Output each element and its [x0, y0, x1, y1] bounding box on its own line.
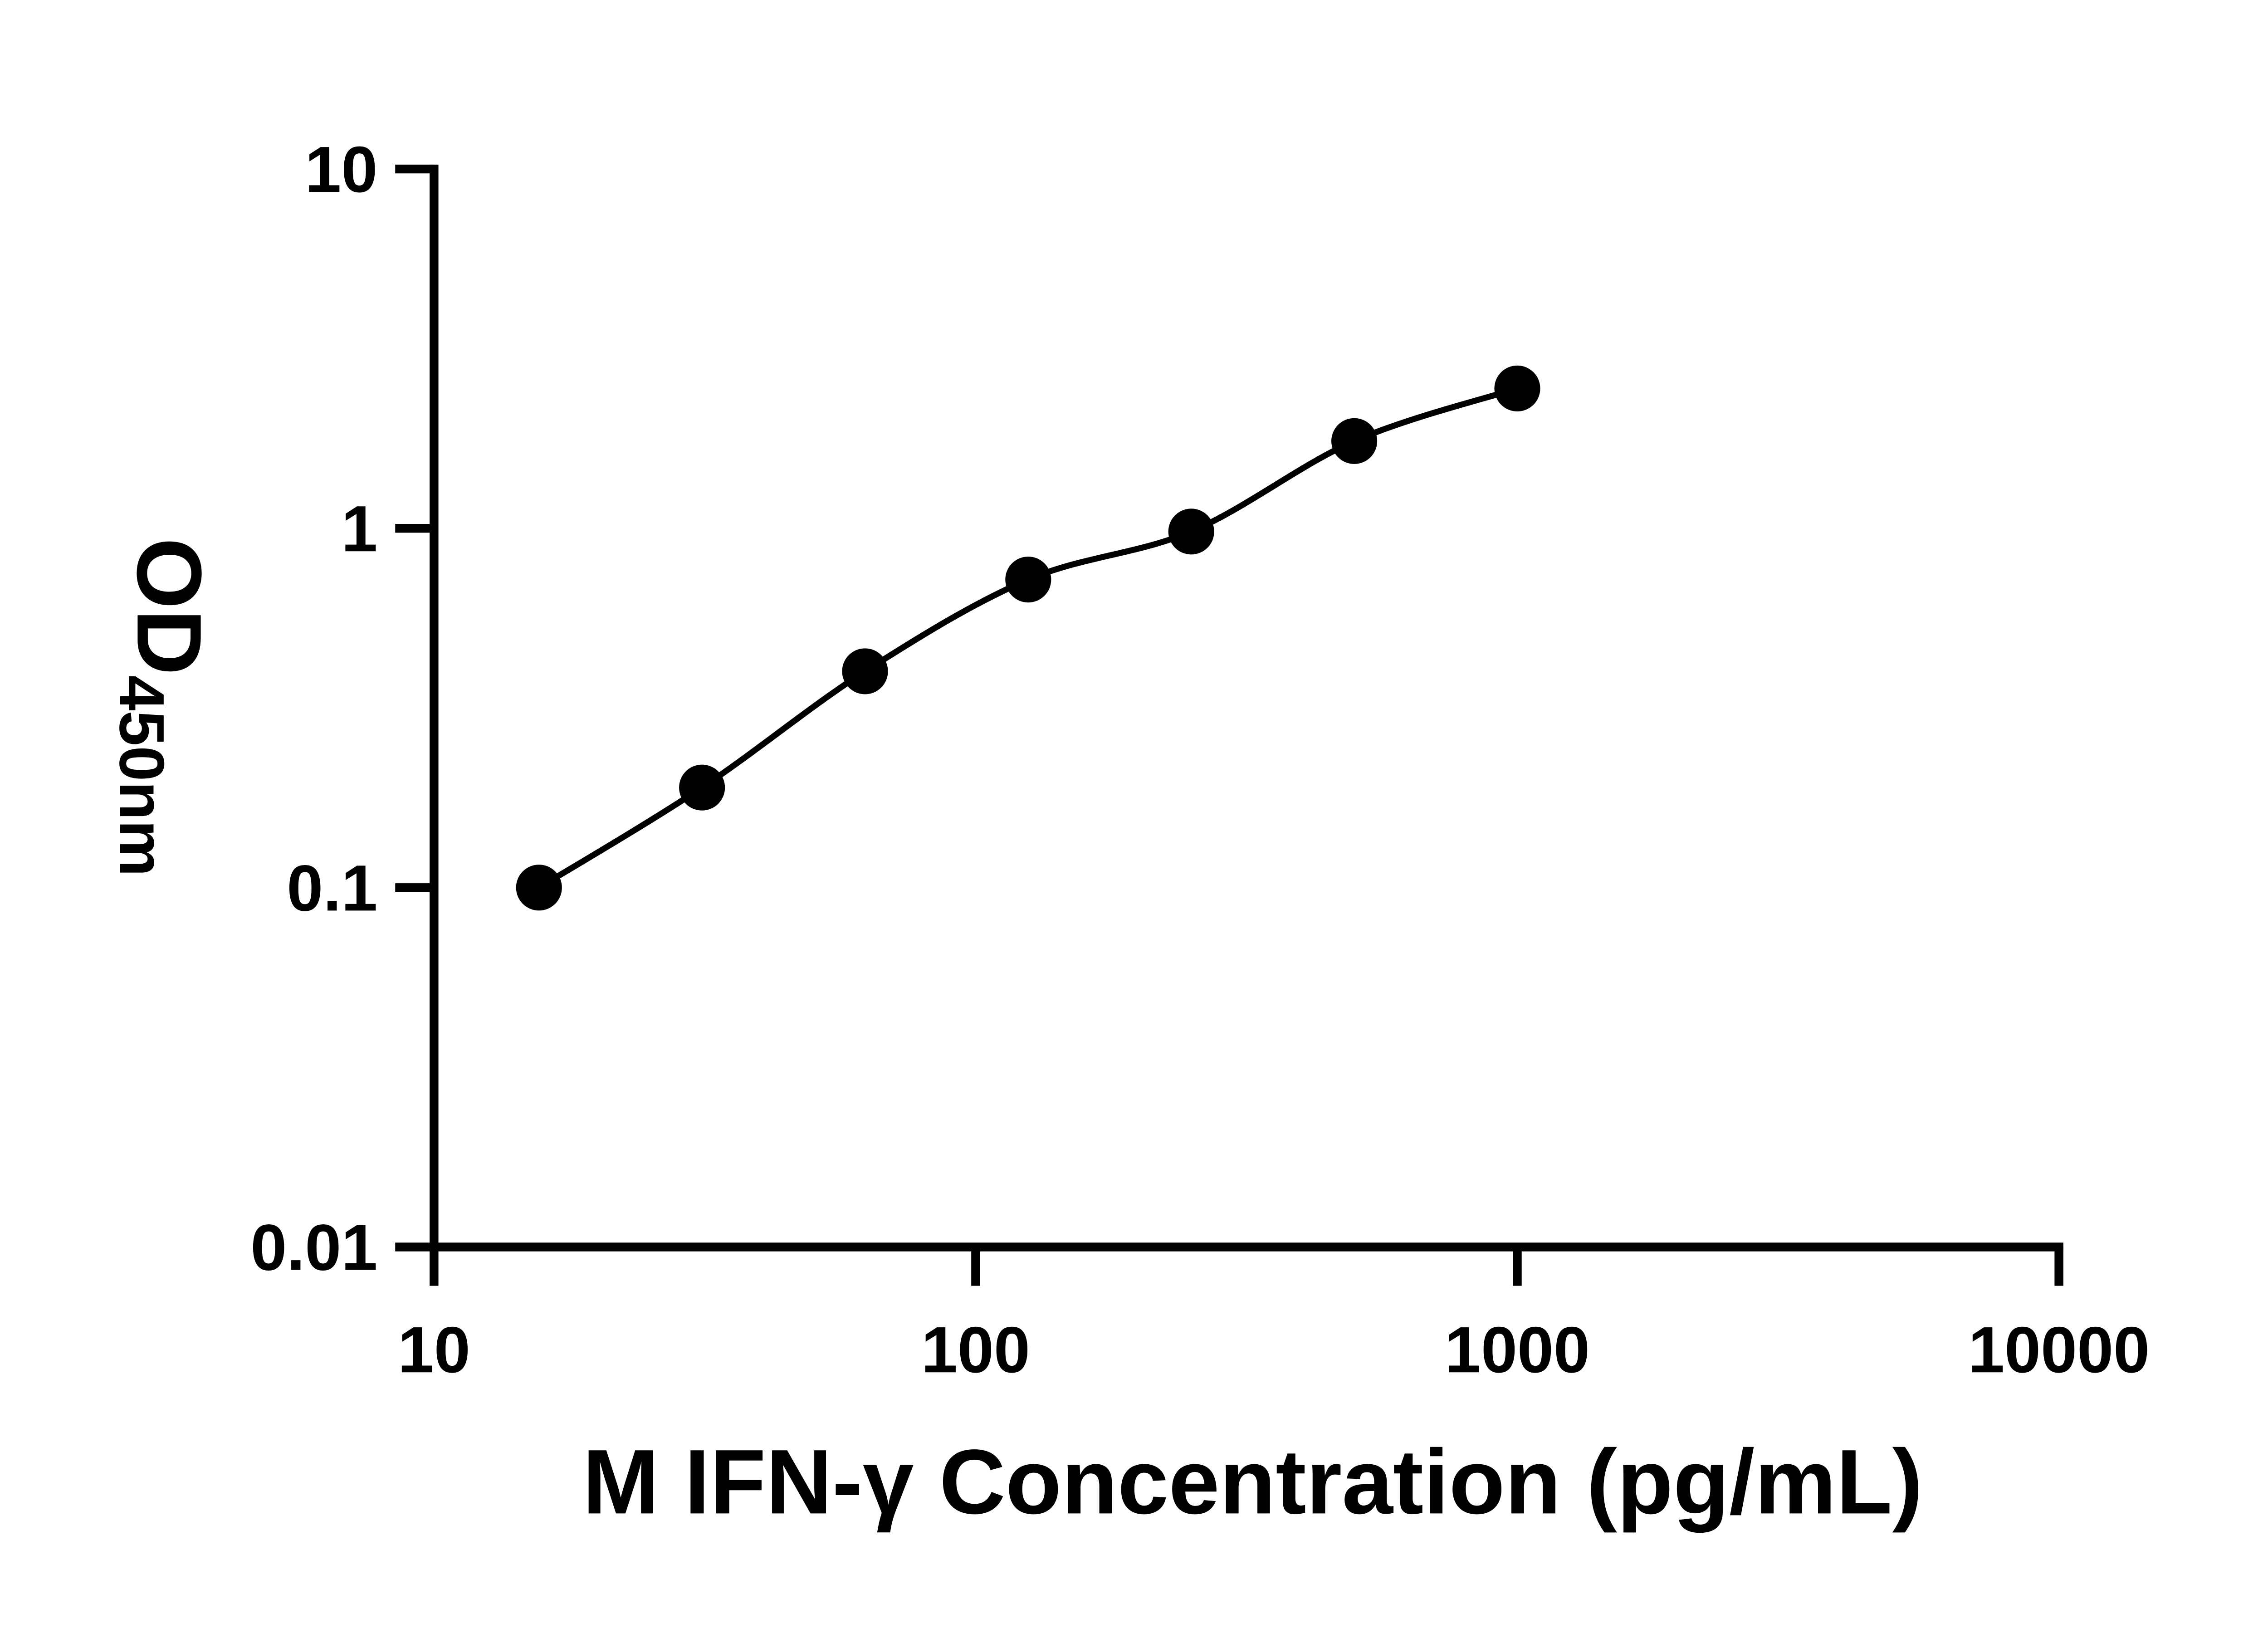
data-point	[679, 764, 725, 811]
axes	[430, 164, 2063, 1252]
x-tick-label: 1000	[1445, 1314, 1590, 1386]
y-tick-label: 10	[305, 133, 377, 206]
x-tick-label: 100	[921, 1314, 1030, 1386]
fit-curve	[536, 385, 1520, 891]
y-tick-label: 0.01	[250, 1212, 377, 1284]
x-tick-label: 10000	[1968, 1314, 2150, 1386]
y-axis-title-main: OD	[118, 538, 220, 675]
data-points	[516, 365, 1540, 911]
data-point	[1331, 418, 1378, 464]
data-point	[842, 648, 888, 694]
data-point	[1005, 557, 1051, 603]
x-axis-title: M IFN-γ Concentration (pg/mL)	[582, 1430, 1923, 1533]
data-point	[1494, 365, 1540, 411]
data-point	[516, 865, 562, 911]
axis-spines	[430, 164, 2063, 1252]
y-tick-label: 1	[341, 493, 377, 565]
y-axis-title-subscript: 450nm	[106, 675, 177, 877]
y-tick-label: 0.1	[287, 852, 377, 924]
y-axis-title: OD450nm	[106, 538, 220, 876]
x-tick-label: 10	[398, 1314, 470, 1386]
y-axis-ticks: 0.01 0.1 1 10	[250, 133, 434, 1284]
x-axis-ticks: 10 100 1000 10000	[398, 1247, 2150, 1386]
data-point	[1168, 508, 1214, 555]
